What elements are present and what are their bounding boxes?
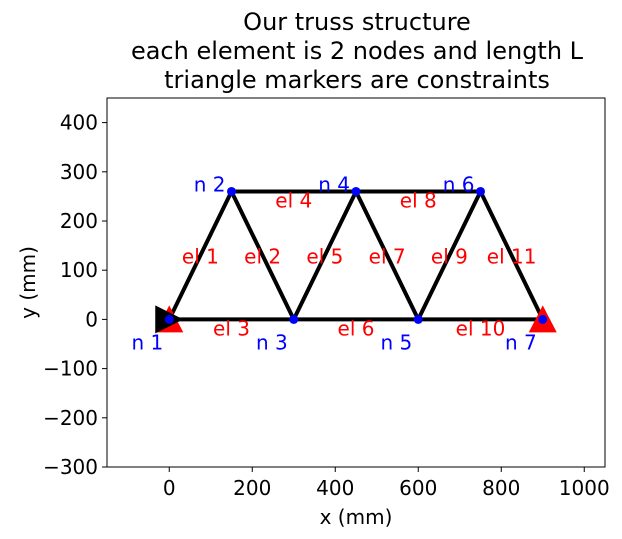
truss-node [538, 314, 548, 324]
y-tick-label: 400 [60, 111, 98, 135]
truss-node [351, 186, 361, 196]
y-tick-label: 300 [60, 160, 98, 184]
element-label: el 6 [338, 316, 375, 340]
node-label: n 2 [194, 172, 226, 196]
title-line-3: triangle markers are constraints [164, 66, 550, 94]
truss-node [164, 314, 174, 324]
element-label: el 11 [487, 244, 537, 268]
node-label: n 5 [380, 330, 412, 354]
plot-frame [106, 97, 606, 468]
element-label: el 10 [456, 316, 506, 340]
truss-element [478, 189, 545, 322]
x-tick-label: 600 [399, 476, 437, 500]
truss-element [167, 189, 234, 322]
truss-element [291, 189, 358, 322]
node-label: n 7 [505, 330, 537, 354]
element-label: el 8 [400, 188, 437, 212]
element-label: el 4 [275, 188, 312, 212]
element-label: el 3 [213, 316, 250, 340]
x-tick-label: 800 [482, 476, 520, 500]
axis-ticks: 0 200 400 600 800 1000 −300 −200 −100 0 100 200 300 4… [43, 111, 610, 500]
element-label: el 7 [369, 244, 406, 268]
y-tick-label: −100 [43, 357, 98, 381]
truss-element [229, 189, 296, 322]
node-label: n 3 [256, 330, 288, 354]
title-line-2: each element is 2 nodes and length L [131, 37, 584, 65]
x-tick-label: 1000 [559, 476, 610, 500]
node-label: n 4 [318, 172, 350, 196]
y-axis-label: y (mm) [16, 246, 40, 319]
y-tick-label: 100 [60, 258, 98, 282]
y-tick-label: −200 [43, 406, 98, 430]
truss-element [354, 189, 421, 322]
truss-elements [167, 189, 545, 322]
y-tick-label: 0 [85, 307, 98, 331]
x-axis-label: x (mm) [320, 505, 393, 529]
node-label: n 6 [443, 172, 475, 196]
truss-element [416, 189, 483, 322]
element-label: el 5 [306, 244, 343, 268]
truss-node [413, 314, 423, 324]
x-tick-label: 200 [233, 476, 271, 500]
diagram-labels: n 1 n 2 n 3 n 4 n 5 n 6 n 7 el 1 el 2 el 3 el 4 el … [131, 172, 536, 354]
node-label: n 1 [131, 330, 163, 354]
y-tick-label: −300 [43, 455, 98, 479]
truss-nodes [164, 186, 548, 324]
x-tick-label: 0 [163, 476, 176, 500]
y-tick-label: 200 [60, 209, 98, 233]
element-label: el 9 [431, 244, 468, 268]
truss-node [289, 314, 299, 324]
truss-node [476, 186, 485, 196]
element-label: el 2 [244, 244, 281, 268]
element-label: el 1 [182, 244, 219, 268]
truss-node [227, 186, 236, 196]
title-line-1: Our truss structure [243, 8, 471, 36]
x-tick-label: 400 [316, 476, 354, 500]
